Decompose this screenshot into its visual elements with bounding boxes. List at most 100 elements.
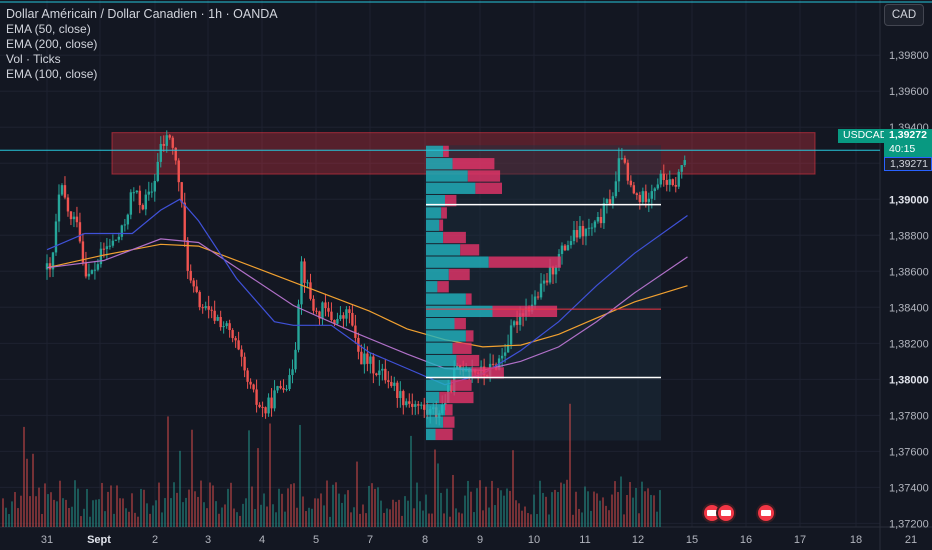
candle-body (228, 323, 231, 331)
volume-bar (545, 496, 547, 527)
candle-body (267, 397, 270, 414)
volume-bar (632, 497, 634, 527)
indicator-ema50-label[interactable]: EMA (50, close) (6, 22, 91, 36)
candle-body (572, 230, 576, 242)
x-tick-label: 16 (740, 534, 752, 546)
profile-bar-up (426, 379, 451, 391)
candle-body (210, 309, 213, 311)
volume-bar (161, 512, 163, 527)
volume-bar (350, 512, 352, 527)
volume-bar (146, 503, 148, 527)
x-tick-label: 4 (259, 534, 265, 546)
volume-bar (128, 511, 130, 527)
volume-bar (242, 503, 244, 527)
candle-body (141, 205, 145, 210)
volume-bar (608, 510, 610, 527)
volume-bar (452, 474, 454, 527)
candle-body (599, 217, 603, 224)
candle-body (369, 356, 372, 364)
volume-bar (182, 502, 184, 527)
candle-body (237, 340, 240, 350)
volume-bar (95, 499, 97, 527)
indicator-ema200-label[interactable]: EMA (200, close) (6, 37, 98, 51)
volume-bar (374, 488, 376, 527)
volume-bar (413, 508, 415, 527)
us-flag-event-icon[interactable] (704, 505, 720, 521)
volume-bar (290, 484, 292, 527)
candle-body (581, 226, 585, 237)
y-tick-label: 1,38400 (889, 302, 929, 314)
x-tick-label: 21 (905, 534, 917, 546)
candle-body (279, 386, 282, 389)
candle-body (201, 307, 204, 309)
us-flag-event-icon[interactable] (758, 505, 774, 521)
candle-body (48, 263, 52, 270)
volume-bar (638, 513, 640, 527)
candle-body (87, 273, 91, 277)
profile-bar-down (454, 318, 466, 330)
x-tick-label: 7 (367, 534, 373, 546)
volume-bar (578, 508, 580, 527)
volume-bar (539, 480, 541, 527)
candle-body (656, 184, 659, 189)
volume-bar (50, 492, 52, 527)
volume-bar (470, 491, 472, 527)
candle-body (144, 194, 148, 210)
profile-bar-down (452, 158, 495, 170)
x-tick-label: 8 (422, 534, 428, 546)
candle-body (318, 311, 321, 319)
candle-body (366, 353, 369, 364)
candle-body (387, 380, 390, 382)
volume-bar (512, 450, 514, 527)
candle-body (207, 306, 210, 310)
candle-body (72, 216, 76, 220)
volume-bar (611, 494, 613, 527)
volume-bar (170, 498, 172, 527)
candle-body (515, 321, 519, 325)
volume-bar (113, 513, 115, 527)
volume-bar (20, 495, 22, 527)
candle-body (668, 179, 671, 185)
volume-bar (548, 514, 550, 527)
candle-body (150, 191, 153, 193)
volume-bar (296, 507, 298, 527)
volume-bar (44, 483, 46, 527)
candle-body (512, 321, 516, 326)
candle-body (396, 382, 399, 399)
profile-bar-down (445, 404, 453, 416)
candle-body (216, 316, 219, 321)
volume-bar (215, 501, 217, 527)
profile-bar-up (426, 207, 442, 219)
volume-bar (188, 489, 190, 527)
profile-bar-up (426, 305, 493, 318)
candle-body (548, 266, 552, 283)
x-tick-label: 31 (41, 534, 53, 546)
volume-bar (80, 516, 82, 527)
candle-body (156, 161, 159, 181)
indicator-volume-label[interactable]: Vol · Ticks (6, 52, 61, 66)
candle-body (542, 280, 546, 284)
candle-body (626, 162, 630, 181)
currency-button[interactable]: CAD (884, 4, 924, 26)
indicator-ema100-label[interactable]: EMA (100, close) (6, 67, 98, 81)
volume-bar (584, 486, 586, 527)
volume-bar (404, 496, 406, 527)
us-flag-event-icon[interactable] (718, 505, 734, 521)
candle-body (282, 388, 285, 390)
volume-bar (485, 486, 487, 527)
candle-body (644, 191, 648, 202)
symbol-title[interactable]: Dollar Américain / Dollar Canadien · 1h … (6, 7, 278, 21)
volume-bar (620, 476, 622, 527)
candle-body (273, 390, 276, 409)
volume-bar (179, 450, 181, 527)
volume-bar (98, 499, 100, 527)
volume-bar (359, 513, 361, 527)
candle-body (306, 282, 309, 284)
candle-body (551, 266, 555, 275)
volume-bar (56, 501, 58, 527)
volume-bar (11, 501, 13, 527)
candle-body (303, 261, 306, 283)
candle-body (174, 147, 177, 161)
